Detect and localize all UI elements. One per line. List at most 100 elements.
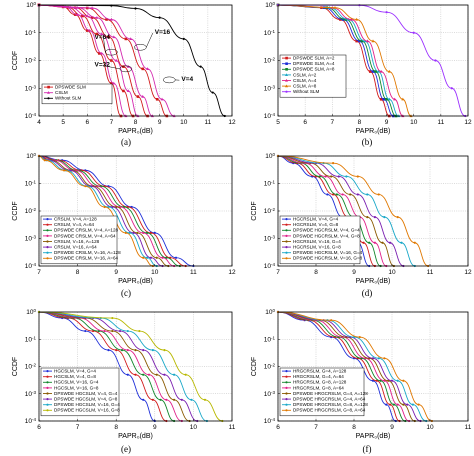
data-point [341,193,344,196]
y-tick-label: 10-3 [25,84,37,93]
chart-panel-6: 6 7 8 9 10 11 10-4 10-3 10-2 10-1 100 PAPR₀(dB) CCDF… [251,308,472,454]
legend-entry: DPSWDE HGCRSLM, V=16, G=8 [293,256,363,261]
legend-marker [46,223,49,226]
legend-box [279,215,361,265]
legend-marker [46,234,49,237]
data-point [392,403,395,406]
x-tick-label: 12 [228,119,236,126]
data-point [362,241,365,244]
y-tick-label: 100 [265,308,275,317]
legend-entry: CSLM, A=4 [293,78,317,83]
legend-marker [285,403,288,406]
legend-entry: DPSWDE HGCRSLM, V=4, G=4 [293,228,360,233]
x-tick-label: 12 [464,119,472,126]
data-point [174,256,178,259]
x-tick-label: 4 [37,119,41,126]
data-point [81,14,84,18]
legend-entry: Without SLM [293,89,319,94]
data-point [355,39,359,43]
legend-entry: DPSWDE CRSLM, V=16, A=64 [54,256,119,261]
series-line [38,155,169,267]
x-tick-label: 10 [388,269,396,276]
x-tick-label: 9 [153,424,157,431]
data-point [180,398,183,401]
y-tick-label: 10-1 [25,179,37,188]
y-tick-label: 10-3 [25,389,37,398]
x-tick-label: 11 [437,119,444,126]
y-tick-label: 10-2 [264,56,276,64]
x-tick-label: 8 [134,119,138,126]
data-point [387,97,391,101]
data-point [374,70,378,73]
data-point [161,256,164,259]
legend-marker [285,68,288,71]
data-point [389,403,392,406]
data-point [383,216,386,219]
x-tick-label: 9 [352,269,356,276]
y-axis-label: CCDF [251,357,258,376]
legend-entry: HRGCRSLM, G=8, A=64 [293,385,344,390]
data-point [110,59,113,62]
x-tick-label: 6 [276,424,280,431]
data-point [126,89,130,93]
legend-entry: HGCSLM, V=4, G=8 [54,374,96,379]
data-point [182,37,185,41]
y-tick-label: 100 [265,1,275,10]
data-point [98,52,101,55]
legend-marker [285,240,288,243]
legend-entry: HGCSLM, V=16, G=4 [54,380,99,385]
series-8 [37,154,154,268]
data-point [149,256,153,259]
panel-label: (f) [363,444,372,454]
data-point [138,329,141,333]
x-tick-label: 11 [427,269,434,276]
data-point [84,329,87,333]
legend-entry: DPSWDE SLM, A=2 [293,56,335,61]
panel-label: (e) [121,444,131,454]
data-point [76,12,80,16]
legend-entry: CSLM, A=2 [293,72,317,77]
legend-entry: HRGCRSLM, G=8, A=128 [293,380,347,385]
data-point [158,16,161,19]
y-tick-label: 10-1 [264,335,276,344]
data-point [126,329,129,333]
data-point [165,398,168,401]
data-point [401,97,405,101]
legend-entry: DPSWDE CRSLM, V=16, A=128 [54,250,121,255]
data-point [434,59,437,62]
legend-marker [285,234,288,237]
data-point [84,185,87,188]
data-point [358,39,361,43]
legend-box [279,54,347,98]
legend-entry: CRSLM, V=4, A=128 [54,217,97,222]
data-point [115,348,118,352]
data-point [149,231,153,234]
annotation-label: V=64 [94,34,110,41]
data-point [90,16,94,19]
legend-entry: HGCRSLM, V=4, G=4 [293,217,339,222]
data-point [396,403,399,406]
x-tick-label: 7 [37,269,41,276]
data-point [142,398,145,401]
data-point [112,81,116,85]
series-8 [37,310,224,423]
data-point [122,89,125,93]
legend-marker [285,370,288,373]
data-point [142,348,145,352]
annotation-arrow [146,32,154,48]
legend-entry: DPSWDE HRGCRSLM, G=8, A=128 [293,402,368,407]
x-tick-label: 10 [410,119,418,126]
data-point [100,51,104,55]
data-point [132,231,135,234]
legend-marker [285,56,288,60]
data-point [366,193,369,196]
data-point [371,70,375,73]
legend-entry: CRSLM, V=16, A=128 [54,239,100,244]
y-tick-label: 10-4 [25,112,37,121]
data-point [155,97,159,101]
y-tick-label: 10-3 [25,234,37,243]
data-point [383,357,386,360]
data-point [147,373,151,376]
